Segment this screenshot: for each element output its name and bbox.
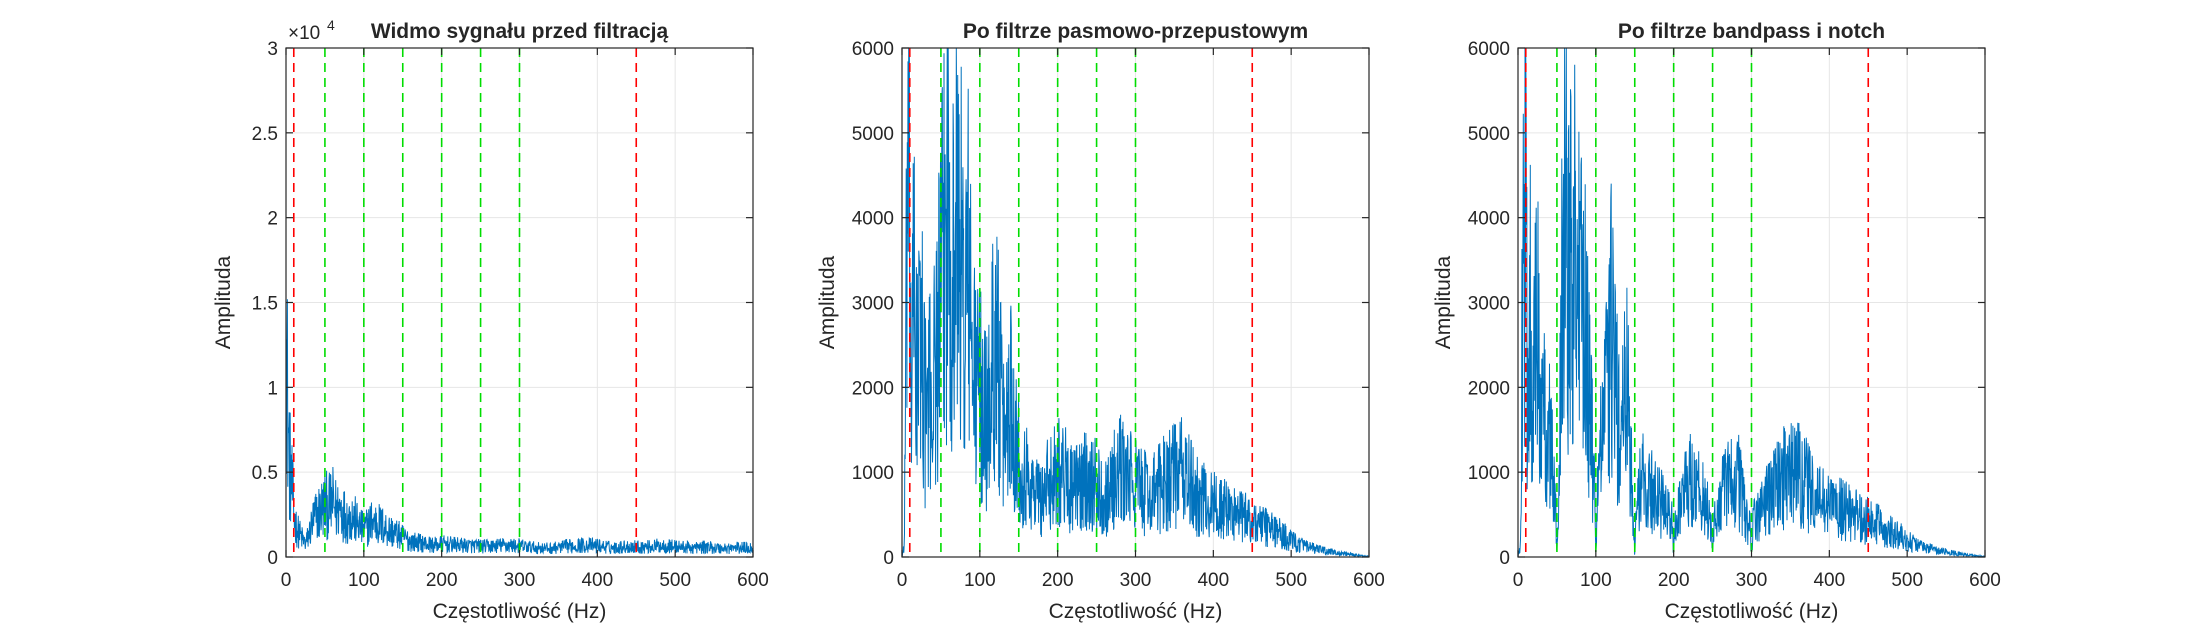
y-axis-label: Amplituda: [212, 255, 235, 349]
x-tick-label: 400: [1813, 570, 1845, 591]
x-tick-label: 600: [1353, 570, 1385, 591]
x-tick-label: 100: [348, 570, 380, 591]
signal-trace: [901, 47, 1370, 559]
x-tick-label: 600: [737, 570, 769, 591]
x-tick-label: 500: [659, 570, 691, 591]
y-tick-label: 2000: [852, 378, 894, 399]
x-axis-label: Częstotliwość (Hz): [1049, 600, 1223, 623]
x-axis-label: Częstotliwość (Hz): [1665, 600, 1839, 623]
x-tick-label: 0: [1513, 570, 1524, 591]
chart-panel-3: 0 100 200 300 400 500 600010002000300040005000…: [1432, 20, 2001, 623]
y-tick-label: 0: [883, 548, 894, 569]
x-tick-label: 200: [1658, 570, 1690, 591]
x-axis-label: Częstotliwość (Hz): [433, 600, 607, 623]
x-tick-label: 200: [426, 570, 458, 591]
y-tick-label: 2.5: [252, 124, 278, 145]
x-tick-label: 600: [1969, 570, 2001, 591]
y-tick-label: 3: [267, 39, 278, 60]
x-tick-label: 500: [1275, 570, 1307, 591]
chart-title: Po filtrze pasmowo-przepustowym: [963, 20, 1308, 43]
signal-trace: [285, 299, 754, 555]
x-tick-label: 0: [281, 570, 292, 591]
x-tick-label: 200: [1042, 570, 1074, 591]
y-axis-label: Amplituda: [816, 255, 839, 349]
y-tick-label: 4000: [852, 209, 894, 230]
y-tick-label: 0: [1499, 548, 1510, 569]
y-tick-label: 4000: [1468, 209, 1510, 230]
y-tick-label: 1000: [1468, 463, 1510, 484]
y-tick-label: 5000: [1468, 124, 1510, 145]
y-tick-label: 1.5: [252, 294, 278, 315]
y-tick-label: 5000: [852, 124, 894, 145]
y-tick-label: 3000: [1468, 294, 1510, 315]
y-tick-label: 1000: [852, 463, 894, 484]
y-tick-label: 0.5: [252, 463, 278, 484]
x-tick-label: 300: [504, 570, 536, 591]
x-tick-label: 100: [964, 570, 996, 591]
y-tick-label: 2000: [1468, 378, 1510, 399]
x-tick-label: 300: [1120, 570, 1152, 591]
y-tick-label: 0: [267, 548, 278, 569]
chart-title: Po filtrze bandpass i notch: [1618, 20, 1885, 43]
y-tick-label: 1: [267, 378, 278, 399]
y-tick-label: 6000: [1468, 39, 1510, 60]
x-tick-label: 400: [1197, 570, 1229, 591]
x-tick-label: 100: [1580, 570, 1612, 591]
y-exponent-label: ×10: [288, 23, 320, 44]
y-axis-label: Amplituda: [1432, 255, 1455, 349]
x-tick-label: 0: [897, 570, 908, 591]
y-tick-label: 6000: [852, 39, 894, 60]
x-tick-label: 400: [581, 570, 613, 591]
y-tick-label: 2: [267, 209, 278, 230]
y-exponent-power: 4: [327, 17, 335, 33]
y-tick-label: 3000: [852, 294, 894, 315]
chart-title: Widmo sygnału przed filtracją: [371, 20, 669, 43]
chart-panel-2: 0 100 200 300 400 500 600010002000300040005000…: [816, 20, 1385, 623]
x-tick-label: 300: [1736, 570, 1768, 591]
chart-panel-1: 0 100 200 300 400 500 600 0 0.5 1 1.5 2 2.5 3 ×10 4 Widm…: [212, 17, 769, 623]
x-tick-label: 500: [1891, 570, 1923, 591]
